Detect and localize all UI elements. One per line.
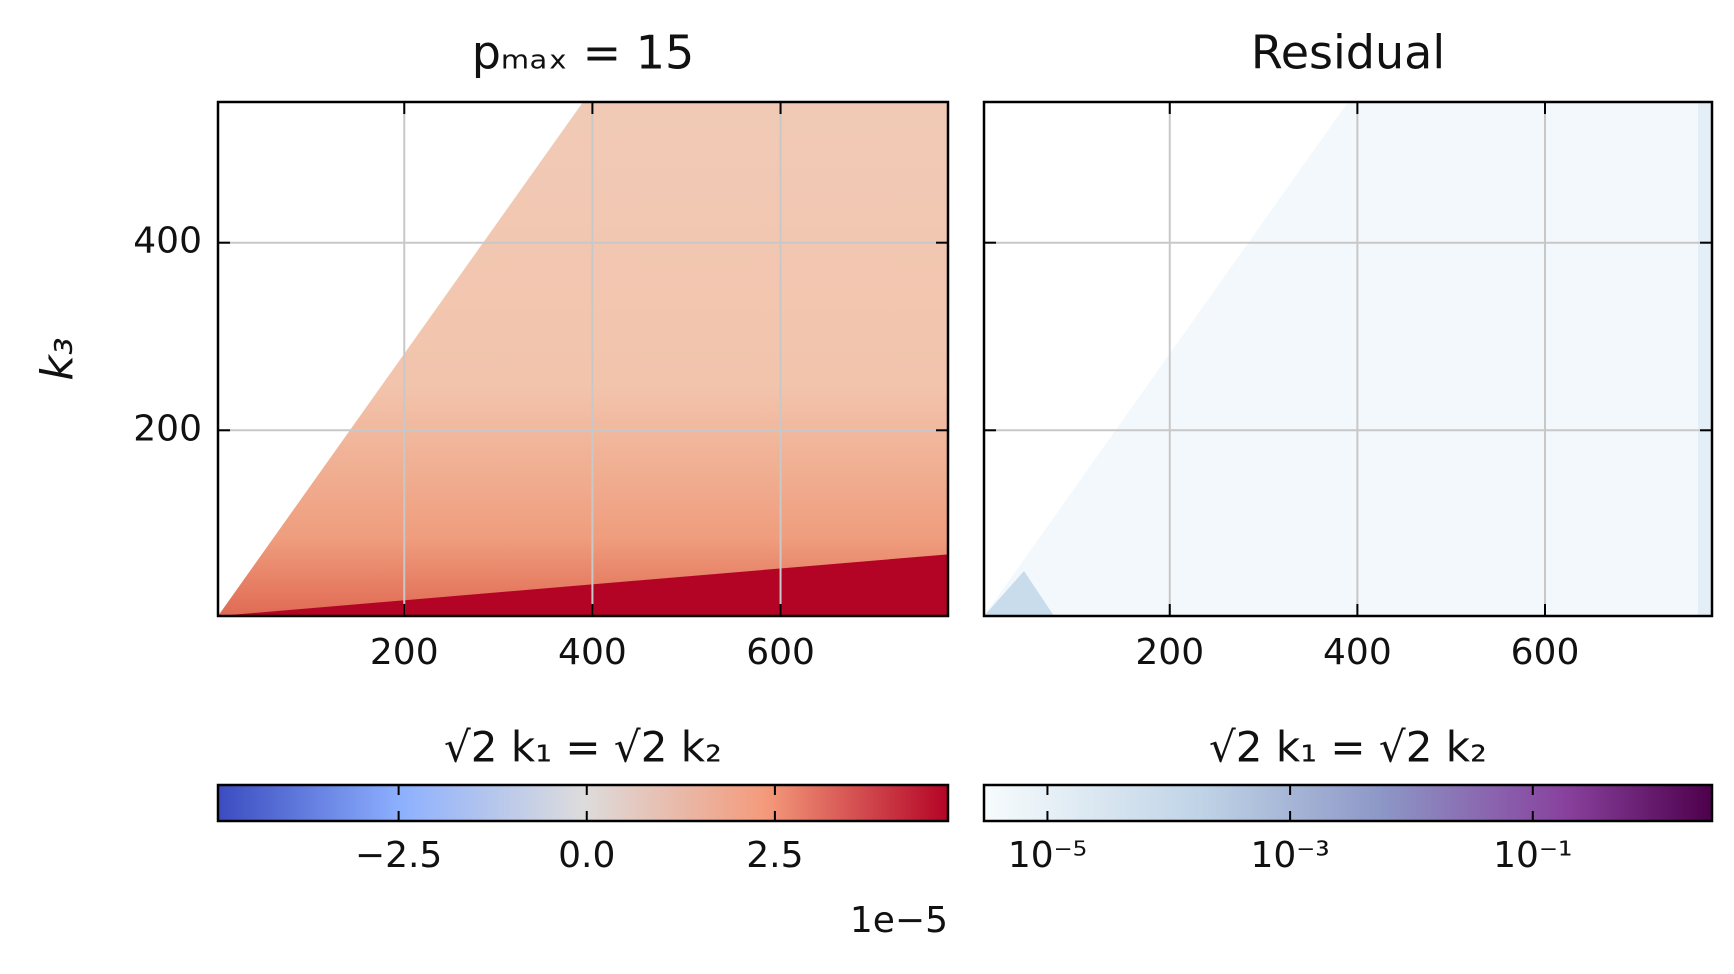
heatmap-band [218,554,948,616]
colorbar-tick-label: 0.0 [558,835,615,876]
panel-title: Residual [1251,26,1445,80]
x-tick-label: 200 [1135,632,1204,673]
axes-frame [216,100,950,618]
panel-title: pₘₐₓ = 15 [472,26,695,80]
colorbar-tick-label: 2.5 [746,835,803,876]
heatmap-texture [1698,102,1712,616]
colorbar-tick-label: 10⁻¹ [1493,835,1572,876]
x-tick-label: 600 [1511,632,1580,673]
x-tick-label: 600 [746,632,815,673]
colorbar-tick-label: −2.5 [355,835,442,876]
heatmap-field [984,102,1712,616]
x-axis-label: √2 k₁ = √2 k₂ [1209,723,1487,772]
colorbar-offset: 1e−5 [850,900,948,941]
colorbar-tick-label: 10⁻³ [1250,835,1329,876]
colorbar [216,783,950,823]
y-tick-label: 200 [133,408,202,449]
colorbar-tick-label: 10⁻⁵ [1008,835,1087,876]
x-tick-label: 400 [558,632,627,673]
y-tick-label: 400 [133,221,202,262]
colorbar [982,783,1714,823]
x-tick-label: 200 [370,632,439,673]
x-tick-label: 400 [1323,632,1392,673]
heatmap-field [218,102,948,616]
heatmap-texture [984,571,1054,616]
axes-frame [982,100,1714,618]
y-axis-label: k₃ [32,337,83,380]
x-axis-label: √2 k₁ = √2 k₂ [444,723,722,772]
